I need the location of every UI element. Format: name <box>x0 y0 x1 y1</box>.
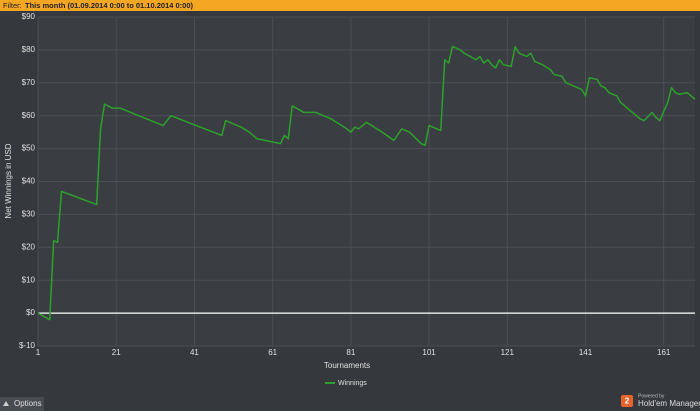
x-axis-label: Tournaments <box>324 361 370 370</box>
legend-label: Winnings <box>338 380 367 387</box>
x-tick-label: 141 <box>579 348 593 357</box>
y-tick-label: $40 <box>22 177 36 186</box>
y-tick-label: $0 <box>26 308 35 317</box>
y-tick-label: $60 <box>22 111 36 120</box>
options-text: Options <box>14 399 42 408</box>
logo-number: 2 <box>625 397 630 406</box>
filter-bar[interactable] <box>0 0 700 11</box>
y-tick-label: $80 <box>22 45 36 54</box>
options-button[interactable] <box>0 397 44 411</box>
y-tick-label: $70 <box>22 78 36 87</box>
filter-label: Filter: <box>3 1 22 10</box>
x-tick-label: 61 <box>268 348 277 357</box>
x-tick-label: 1 <box>36 348 41 357</box>
y-tick-label: $10 <box>22 275 36 284</box>
y-tick-label: $90 <box>22 12 36 21</box>
y-axis-label: Net Winnings in USD <box>4 143 13 218</box>
x-tick-label: 21 <box>112 348 121 357</box>
y-tick-label: $50 <box>22 144 36 153</box>
y-tick-label: $-10 <box>19 341 36 350</box>
x-tick-label: 101 <box>422 348 436 357</box>
x-tick-label: 161 <box>657 348 671 357</box>
x-tick-label: 121 <box>501 348 515 357</box>
brand: Hold'em Manager <box>638 399 700 408</box>
filter-value: This month (01.09.2014 0:00 to 01.10.201… <box>25 1 194 10</box>
series-line <box>37 45 696 321</box>
x-tick-label: 81 <box>346 348 355 357</box>
x-tick-label: 41 <box>190 348 199 357</box>
logo-icon <box>621 395 633 407</box>
y-tick-label: $30 <box>22 210 36 219</box>
options-caret <box>3 401 9 406</box>
powered-by: Powered by <box>638 393 665 399</box>
y-tick-label: $20 <box>22 242 36 251</box>
